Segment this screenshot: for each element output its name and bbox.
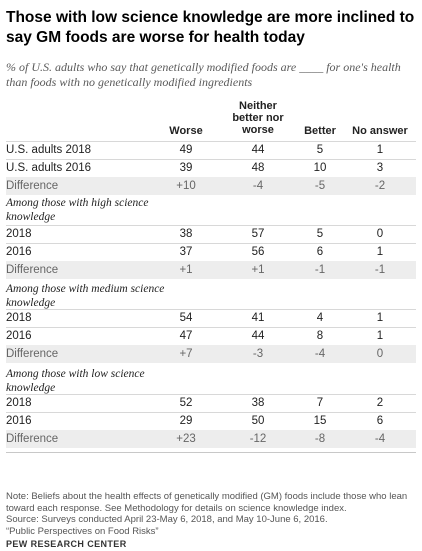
table-cell: -8 — [314, 433, 326, 445]
row-divider — [6, 243, 416, 244]
section-heading: Among those with high science knowledge — [6, 197, 149, 223]
table-cell: +1 — [251, 264, 265, 276]
column-header-0: Worse — [169, 125, 203, 137]
table-cell: 3 — [376, 162, 384, 174]
row-divider — [6, 327, 416, 328]
table-cell: -4 — [252, 180, 264, 192]
table-cell: -1 — [314, 264, 326, 276]
row-label: Difference — [6, 264, 59, 276]
chart-title: Those with low science knowledge are mor… — [6, 9, 415, 46]
table-cell: 49 — [179, 144, 193, 156]
table-cell: +7 — [179, 348, 193, 360]
table-cell: 37 — [179, 246, 193, 258]
table-cell: 29 — [179, 415, 193, 427]
table-cell: 7 — [316, 397, 324, 409]
row-label: 2018 — [6, 397, 32, 409]
row-label: Difference — [6, 433, 59, 445]
row-divider — [6, 412, 416, 413]
row-label: 2018 — [6, 228, 32, 240]
table-cell: 47 — [179, 330, 193, 342]
table-cell: -1 — [374, 264, 386, 276]
row-label: 2016 — [6, 246, 32, 258]
table-cell: 0 — [376, 348, 384, 360]
table-cell: 57 — [251, 228, 265, 240]
table-cell: 44 — [251, 144, 265, 156]
row-label: 2016 — [6, 330, 32, 342]
row-label: Difference — [6, 348, 59, 360]
source-text: Source: Surveys conducted April 23-May 6… — [6, 514, 328, 525]
table-cell: -4 — [314, 348, 326, 360]
difference-row-bg — [6, 430, 416, 448]
footnote: Note: Beliefs about the health effects o… — [6, 491, 420, 537]
table-cell: 4 — [316, 312, 324, 324]
table-cell: 5 — [316, 144, 324, 156]
note-text: Note: Beliefs about the health effects o… — [6, 491, 408, 514]
table-cell: 48 — [251, 162, 265, 174]
table-cell: 10 — [313, 162, 327, 174]
chart-subtitle: % of U.S. adults who say that geneticall… — [6, 60, 401, 89]
table-cell: 1 — [376, 144, 384, 156]
row-divider — [6, 141, 416, 142]
column-header-3: No answer — [352, 125, 408, 137]
difference-row-bg — [6, 177, 416, 195]
table-cell: 54 — [179, 312, 193, 324]
table-cell: 39 — [179, 162, 193, 174]
row-divider — [6, 309, 416, 310]
section-heading: Among those with medium science knowledg… — [6, 283, 165, 309]
table-cell: 44 — [251, 330, 265, 342]
row-divider — [6, 225, 416, 226]
table-cell: 1 — [376, 246, 384, 258]
table-cell: 2 — [376, 397, 384, 409]
report-title: “Public Perspectives on Food Risks” — [6, 525, 159, 537]
table-cell: +1 — [179, 264, 193, 276]
table-cell: +10 — [176, 180, 196, 192]
table-cell: 41 — [251, 312, 265, 324]
table-cell: -12 — [249, 433, 267, 445]
difference-row-bg — [6, 261, 416, 279]
row-divider — [6, 394, 416, 395]
table-cell: 56 — [251, 246, 265, 258]
table-cell: 1 — [376, 330, 384, 342]
row-label: Difference — [6, 180, 59, 192]
table-cell: 15 — [313, 415, 327, 427]
table-cell: +23 — [176, 433, 196, 445]
column-header-1: Neither better nor worse — [232, 100, 284, 136]
row-label: U.S. adults 2016 — [6, 162, 92, 174]
table-cell: 5 — [316, 228, 324, 240]
table-cell: 38 — [251, 397, 265, 409]
row-label: 2016 — [6, 415, 32, 427]
table-cell: 6 — [376, 415, 384, 427]
table-cell: 52 — [179, 397, 193, 409]
row-label: U.S. adults 2018 — [6, 144, 92, 156]
table-bottom-rule — [6, 452, 416, 453]
row-divider — [6, 159, 416, 160]
table-cell: 50 — [251, 415, 265, 427]
table-cell: -3 — [252, 348, 264, 360]
table-cell: 38 — [179, 228, 193, 240]
table-cell: 1 — [376, 312, 384, 324]
row-label: 2018 — [6, 312, 32, 324]
table-cell: -5 — [314, 180, 326, 192]
difference-row-bg — [6, 345, 416, 363]
table-cell: -2 — [374, 180, 386, 192]
column-header-2: Better — [304, 125, 336, 137]
table-cell: 6 — [316, 246, 324, 258]
table-cell: 8 — [316, 330, 324, 342]
table-cell: -4 — [374, 433, 386, 445]
brand-logo-text: PEW RESEARCH CENTER — [6, 539, 127, 549]
table-cell: 0 — [376, 228, 384, 240]
section-heading: Among those with low science knowledge — [6, 368, 145, 394]
